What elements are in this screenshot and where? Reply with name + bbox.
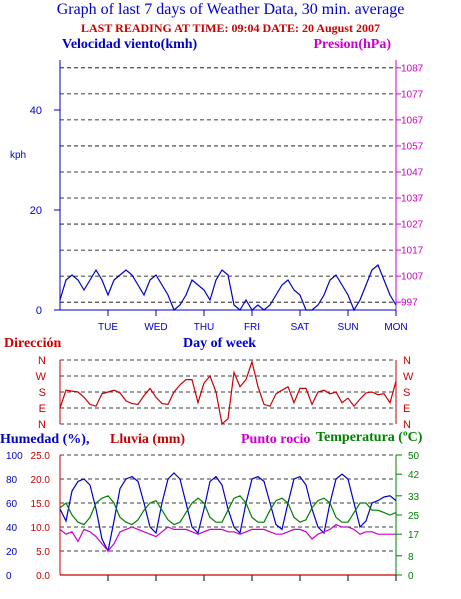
temperature-tick-label: 0	[408, 571, 414, 582]
dew-point-line	[59, 523, 396, 552]
direction-right-label: N	[403, 419, 411, 431]
last-reading-label: LAST READING AT TIME: 09:04 DATE: 20 Aug…	[81, 21, 380, 35]
day-tick-label: SAT	[291, 322, 310, 333]
direction-right-label: W	[403, 371, 414, 383]
wind-tick-label: 40	[30, 105, 42, 117]
wind-y-unit-label: kph	[10, 150, 27, 161]
direction-line	[59, 359, 397, 426]
humidity-tick-label: 100	[6, 451, 23, 462]
direction-right-label: N	[403, 355, 411, 367]
legend-humidity: Humedad (%),	[0, 432, 90, 447]
direction-right-label: E	[403, 403, 410, 415]
pressure-tick-label: 1007	[401, 272, 424, 283]
legend-dew-point: Punto rocio	[241, 432, 311, 447]
day-tick-label: WED	[144, 322, 167, 333]
rain-tick-label: 10.0	[31, 523, 51, 534]
wind-speed-line	[59, 264, 397, 312]
legend-rain: Lluvia (mm)	[110, 432, 186, 447]
direction-left-label: W	[36, 371, 47, 383]
pressure-tick-label: 1017	[401, 246, 424, 257]
temperature-tick-label: 50	[408, 451, 420, 462]
temperature-tick-label: 42	[408, 470, 420, 481]
legend-temperature: Temperatura (ºC)	[316, 430, 423, 445]
wind-tick-label: 0	[36, 305, 42, 317]
direction-title: Dirección	[4, 336, 62, 351]
direction-left-label: N	[38, 419, 46, 431]
pressure-tick-label: 1087	[401, 63, 424, 74]
direction-left-label: E	[39, 403, 46, 415]
direction-left-label: S	[39, 387, 46, 399]
temperature-tick-label: 33	[408, 492, 420, 503]
day-tick-label: TUE	[98, 322, 118, 333]
temperature-tick-label: 17	[408, 530, 420, 541]
pressure-tick-label: 1037	[401, 194, 424, 205]
pressure-tick-label: 1067	[401, 115, 424, 126]
temperature-line	[59, 495, 397, 526]
day-tick-label: FRI	[244, 322, 260, 333]
direction-left-label: N	[38, 355, 46, 367]
rain-tick-label: 5.0	[36, 547, 50, 558]
day-tick-label: THU	[194, 322, 215, 333]
day-tick-label: SUN	[337, 322, 358, 333]
page-title: Graph of last 7 days of Weather Data, 30…	[56, 1, 405, 18]
rain-tick-label: 0.0	[36, 571, 50, 582]
humidity-tick-label: 40	[6, 523, 18, 534]
pressure-axis-title: Presion(hPa)	[313, 37, 391, 52]
pressure-tick-label: 1047	[401, 167, 424, 178]
rain-tick-label: 15.0	[31, 499, 51, 510]
wind-speed-axis-title: Velocidad viento(kmh)	[62, 37, 198, 52]
humidity-line	[59, 472, 397, 553]
pressure-tick-label: 997	[401, 298, 418, 309]
humidity-tick-label: 20	[6, 547, 18, 558]
pressure-tick-label: 1057	[401, 141, 424, 152]
direction-right-label: S	[403, 387, 410, 399]
humidity-tick-label: 0	[6, 571, 12, 582]
pressure-tick-label: 1027	[401, 220, 424, 231]
temperature-tick-label: 25	[408, 511, 420, 522]
humidity-tick-label: 60	[6, 499, 18, 510]
day-tick-label: MON	[384, 322, 407, 333]
rain-tick-label: 20.0	[31, 475, 51, 486]
rain-tick-label: 25.0	[31, 451, 51, 462]
day-axis-title: Day of week	[183, 336, 257, 351]
pressure-tick-label: 1077	[401, 89, 424, 100]
temperature-tick-label: 8	[408, 552, 414, 563]
humidity-tick-label: 80	[6, 475, 18, 486]
wind-tick-label: 20	[30, 205, 42, 217]
